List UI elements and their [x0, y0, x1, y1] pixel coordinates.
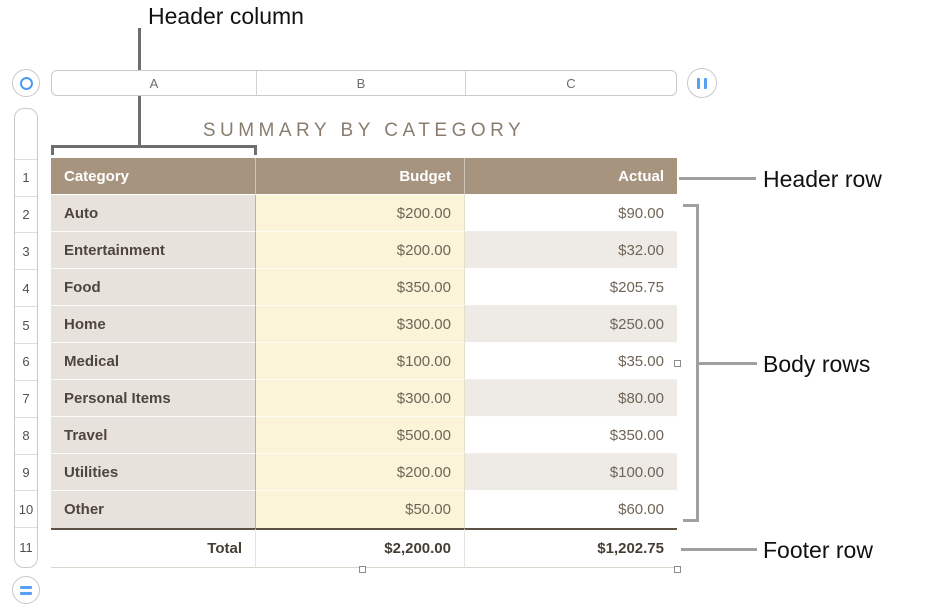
column-header-b[interactable]: B [257, 71, 466, 95]
cell-category[interactable]: Entertainment [51, 232, 256, 269]
double-horizontal-bar-icon [20, 585, 32, 595]
cell-category[interactable]: Personal Items [51, 380, 256, 417]
header-cell-actual[interactable]: Actual [465, 158, 677, 195]
cell-actual[interactable]: $205.75 [465, 269, 677, 306]
row-header[interactable]: 5 [15, 306, 37, 343]
annotation-header-row-line [679, 177, 756, 180]
cell-budget[interactable]: $300.00 [256, 380, 465, 417]
cell-category[interactable]: Medical [51, 343, 256, 380]
cell-category[interactable]: Travel [51, 417, 256, 454]
resize-handle-corner[interactable] [674, 566, 681, 573]
budget-table: Category Budget Actual Auto $200.00 $90.… [51, 158, 677, 568]
annotation-header-column: Header column [148, 3, 304, 29]
row-header[interactable]: 6 [15, 343, 37, 380]
cell-budget[interactable]: $350.00 [256, 269, 465, 306]
header-cell-category[interactable]: Category [51, 158, 256, 195]
row-header[interactable]: 1 [15, 158, 37, 196]
cell-category[interactable]: Utilities [51, 454, 256, 491]
resize-handle-right[interactable] [674, 360, 681, 367]
row-header[interactable]: 4 [15, 269, 37, 306]
table-title[interactable]: SUMMARY BY CATEGORY [202, 120, 526, 141]
row-header[interactable]: 10 [15, 490, 37, 527]
footer-cell-budget[interactable]: $2,200.00 [256, 528, 465, 568]
annotation-header-column-bracket [51, 145, 257, 155]
column-letter-bar[interactable]: A B C [51, 70, 677, 96]
circle-outline-icon [19, 76, 33, 90]
row-number-rail[interactable]: 1 2 3 4 5 6 7 8 9 10 11 [14, 108, 38, 568]
row-header[interactable]: 8 [15, 416, 37, 454]
row-header[interactable]: 3 [15, 232, 37, 269]
add-row-button[interactable] [12, 576, 40, 604]
column-header-a[interactable]: A [52, 71, 257, 95]
cell-budget[interactable]: $50.00 [256, 491, 465, 528]
cell-budget[interactable]: $200.00 [256, 195, 465, 232]
add-column-button[interactable] [687, 68, 717, 98]
footer-cell-actual[interactable]: $1,202.75 [465, 528, 677, 568]
cell-category[interactable]: Auto [51, 195, 256, 232]
annotation-footer-row: Footer row [763, 537, 873, 563]
double-vertical-bar-icon [697, 77, 707, 89]
cell-budget[interactable]: $200.00 [256, 454, 465, 491]
footer-cell-label[interactable]: Total [51, 528, 256, 568]
table-select-button[interactable] [12, 69, 40, 97]
annotation-footer-row-line [681, 548, 757, 551]
cell-actual[interactable]: $90.00 [465, 195, 677, 232]
resize-handle-bottom[interactable] [359, 566, 366, 573]
annotation-body-rows-line [699, 362, 757, 365]
cell-actual[interactable]: $250.00 [465, 306, 677, 343]
annotation-body-rows-bracket-top [683, 204, 699, 207]
cell-budget[interactable]: $100.00 [256, 343, 465, 380]
cell-budget[interactable]: $300.00 [256, 306, 465, 343]
row-header-spacer [15, 109, 37, 159]
cell-actual[interactable]: $35.00 [465, 343, 677, 380]
row-header[interactable]: 7 [15, 379, 37, 417]
header-cell-budget[interactable]: Budget [256, 158, 465, 195]
cell-budget[interactable]: $200.00 [256, 232, 465, 269]
annotation-body-rows-bracket [696, 204, 699, 522]
row-header[interactable]: 2 [15, 195, 37, 233]
cell-actual[interactable]: $350.00 [465, 417, 677, 454]
column-header-c[interactable]: C [566, 75, 576, 91]
annotation-body-rows-bracket-bottom [683, 519, 699, 522]
row-header[interactable]: 9 [15, 453, 37, 491]
cell-actual[interactable]: $80.00 [465, 380, 677, 417]
annotation-header-row: Header row [763, 166, 882, 192]
cell-category[interactable]: Home [51, 306, 256, 343]
cell-budget[interactable]: $500.00 [256, 417, 465, 454]
row-header[interactable]: 11 [15, 527, 37, 567]
annotation-body-rows: Body rows [763, 351, 871, 377]
cell-category[interactable]: Food [51, 269, 256, 306]
cell-actual[interactable]: $100.00 [465, 454, 677, 491]
cell-actual[interactable]: $32.00 [465, 232, 677, 269]
cell-category[interactable]: Other [51, 491, 256, 528]
cell-actual[interactable]: $60.00 [465, 491, 677, 528]
